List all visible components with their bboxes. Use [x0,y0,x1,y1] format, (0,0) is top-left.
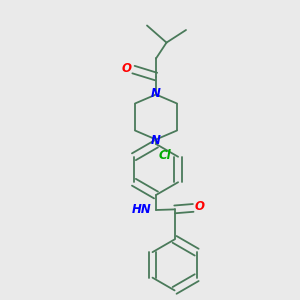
Text: O: O [122,62,132,75]
Text: N: N [151,134,161,147]
Text: N: N [151,87,161,101]
Text: O: O [195,200,205,214]
Text: Cl: Cl [158,149,171,162]
Text: HN: HN [132,203,152,216]
